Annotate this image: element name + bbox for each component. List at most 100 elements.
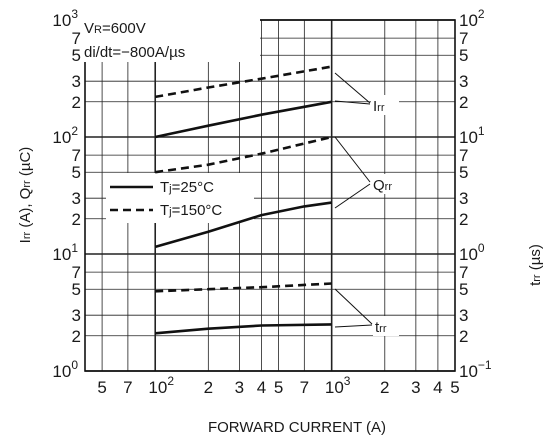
x-tick-label-exponent: 3	[344, 374, 351, 388]
y-tick-label-base: 3	[72, 72, 81, 91]
y-tick-label-base: 2	[72, 327, 81, 346]
x-tick-label: 3	[235, 378, 244, 397]
y2-tick-label-base: 2	[459, 210, 468, 229]
y2-tick-label: 10−1	[459, 358, 492, 381]
y-tick-label: 7	[72, 263, 81, 282]
y-tick-label: 5	[72, 163, 81, 182]
x-tick-label: 2	[380, 378, 389, 397]
y-tick-label-base: 7	[72, 263, 81, 282]
y-tick-label-base: 10	[52, 245, 71, 264]
irr-label-main: I	[373, 98, 377, 115]
x-tick-label: 5	[97, 378, 106, 397]
irr-label: Irr	[373, 98, 385, 115]
trr-leader-upper	[334, 288, 373, 325]
irr-label-sub: rr	[377, 102, 385, 114]
y-tick-label-base: 7	[72, 146, 81, 165]
y-tick-label-base: 3	[72, 189, 81, 208]
y2-tick-label: 5	[459, 280, 468, 299]
x-tick-label: 4	[433, 378, 442, 397]
y2-tick-label: 2	[459, 327, 468, 346]
irr-leader-upper	[334, 72, 371, 104]
trr-label-main: t	[375, 319, 380, 336]
y2-tick-label-base: 7	[459, 146, 468, 165]
legend-label-25c: Tj=25°C	[160, 179, 214, 196]
y2-tick-label: 7	[459, 263, 468, 282]
y-tick-label: 3	[72, 306, 81, 325]
condition-vr: VR=600V	[84, 20, 146, 37]
conditions-backdrop	[82, 14, 260, 62]
condition-part: =600V	[102, 20, 146, 37]
y-tick-label-base: 10	[52, 362, 71, 381]
x-axis-title: FORWARD CURRENT (A)	[208, 419, 386, 436]
y2-tick-label: 7	[459, 146, 468, 165]
y2-tick-label-base: 5	[459, 163, 468, 182]
y2-tick-label-base: 10	[459, 128, 478, 147]
x-tick-label: 103	[325, 374, 351, 397]
y-tick-label: 3	[72, 72, 81, 91]
y-axis-title: Irr (A), Qrr (µC)	[17, 147, 34, 244]
y-tick-label-exponent: 2	[71, 124, 78, 138]
legend-part: T	[160, 202, 169, 219]
y2-tick-label-base: 10	[459, 245, 478, 264]
y2-tick-label: 2	[459, 210, 468, 229]
y2-axis-title-sub: rr	[531, 274, 543, 282]
x-tick-label-base: 3	[411, 378, 420, 397]
series-layer	[154, 65, 333, 335]
x-tick-label-base: 5	[274, 378, 283, 397]
annotation-leaders	[334, 72, 373, 328]
y-tick-label: 103	[52, 7, 78, 30]
series-trr-dashed	[155, 282, 332, 293]
condition-part: V	[84, 20, 94, 37]
trr-label: trr	[375, 319, 387, 336]
trr-label-backdrop	[373, 316, 399, 336]
legend-part: =25°C	[172, 179, 214, 196]
legend-part: T	[160, 179, 169, 196]
y-tick-label-exponent: 3	[71, 7, 78, 21]
y-tick-label: 2	[72, 93, 81, 112]
y2-tick-label: 5	[459, 46, 468, 65]
x-tick-label: 7	[300, 378, 309, 397]
qrr-label: Qrr	[373, 177, 392, 194]
y-tick-label: 7	[72, 146, 81, 165]
x-tick-label-base: 7	[123, 378, 132, 397]
legend-label-150c: Tj=150°C	[160, 202, 222, 219]
y-tick-label-base: 2	[72, 93, 81, 112]
x-tick-label-base: 2	[380, 378, 389, 397]
y-tick-label-exponent: 0	[71, 358, 78, 372]
x-tick-label-base: 4	[257, 378, 266, 397]
y-tick-label: 102	[52, 124, 78, 147]
x-tick-label-exponent: 2	[167, 374, 174, 388]
y-axis-title-sub: rr	[21, 231, 33, 239]
y-axis-title-part: (A), Q	[17, 188, 34, 232]
y-axis-title-sub: rr	[21, 180, 33, 188]
x-tick-label: 5	[450, 378, 459, 397]
y2-tick-label: 7	[459, 29, 468, 48]
y-tick-label: 7	[72, 29, 81, 48]
series-qrr-dashed	[155, 135, 333, 174]
y2-tick-label-base: 5	[459, 280, 468, 299]
y2-axis-title-part: (µs)	[527, 244, 544, 274]
y-tick-label-base: 10	[52, 11, 71, 30]
x-tick-label: 3	[411, 378, 420, 397]
x-tick-label: 2	[204, 378, 213, 397]
qrr-leader-lower	[334, 183, 371, 209]
x-tick-label: 5	[274, 378, 283, 397]
y2-tick-label: 100	[459, 241, 485, 264]
y2-axis-title: trr (µs)	[527, 244, 544, 286]
y-tick-label: 5	[72, 280, 81, 299]
y2-tick-label-base: 7	[459, 263, 468, 282]
y2-tick-label: 102	[459, 7, 485, 30]
plot-frame	[84, 19, 456, 372]
y2-tick-label: 5	[459, 163, 468, 182]
y-axis-title-part: I	[17, 239, 34, 243]
y2-tick-label-base: 10	[459, 11, 478, 30]
y2-tick-label-exponent: 0	[478, 241, 485, 255]
qrr-label-backdrop	[371, 174, 405, 194]
x-tick-label-base: 2	[204, 378, 213, 397]
y-tick-label: 3	[72, 189, 81, 208]
y-tick-label: 2	[72, 327, 81, 346]
y-tick-label-base: 10	[52, 128, 71, 147]
